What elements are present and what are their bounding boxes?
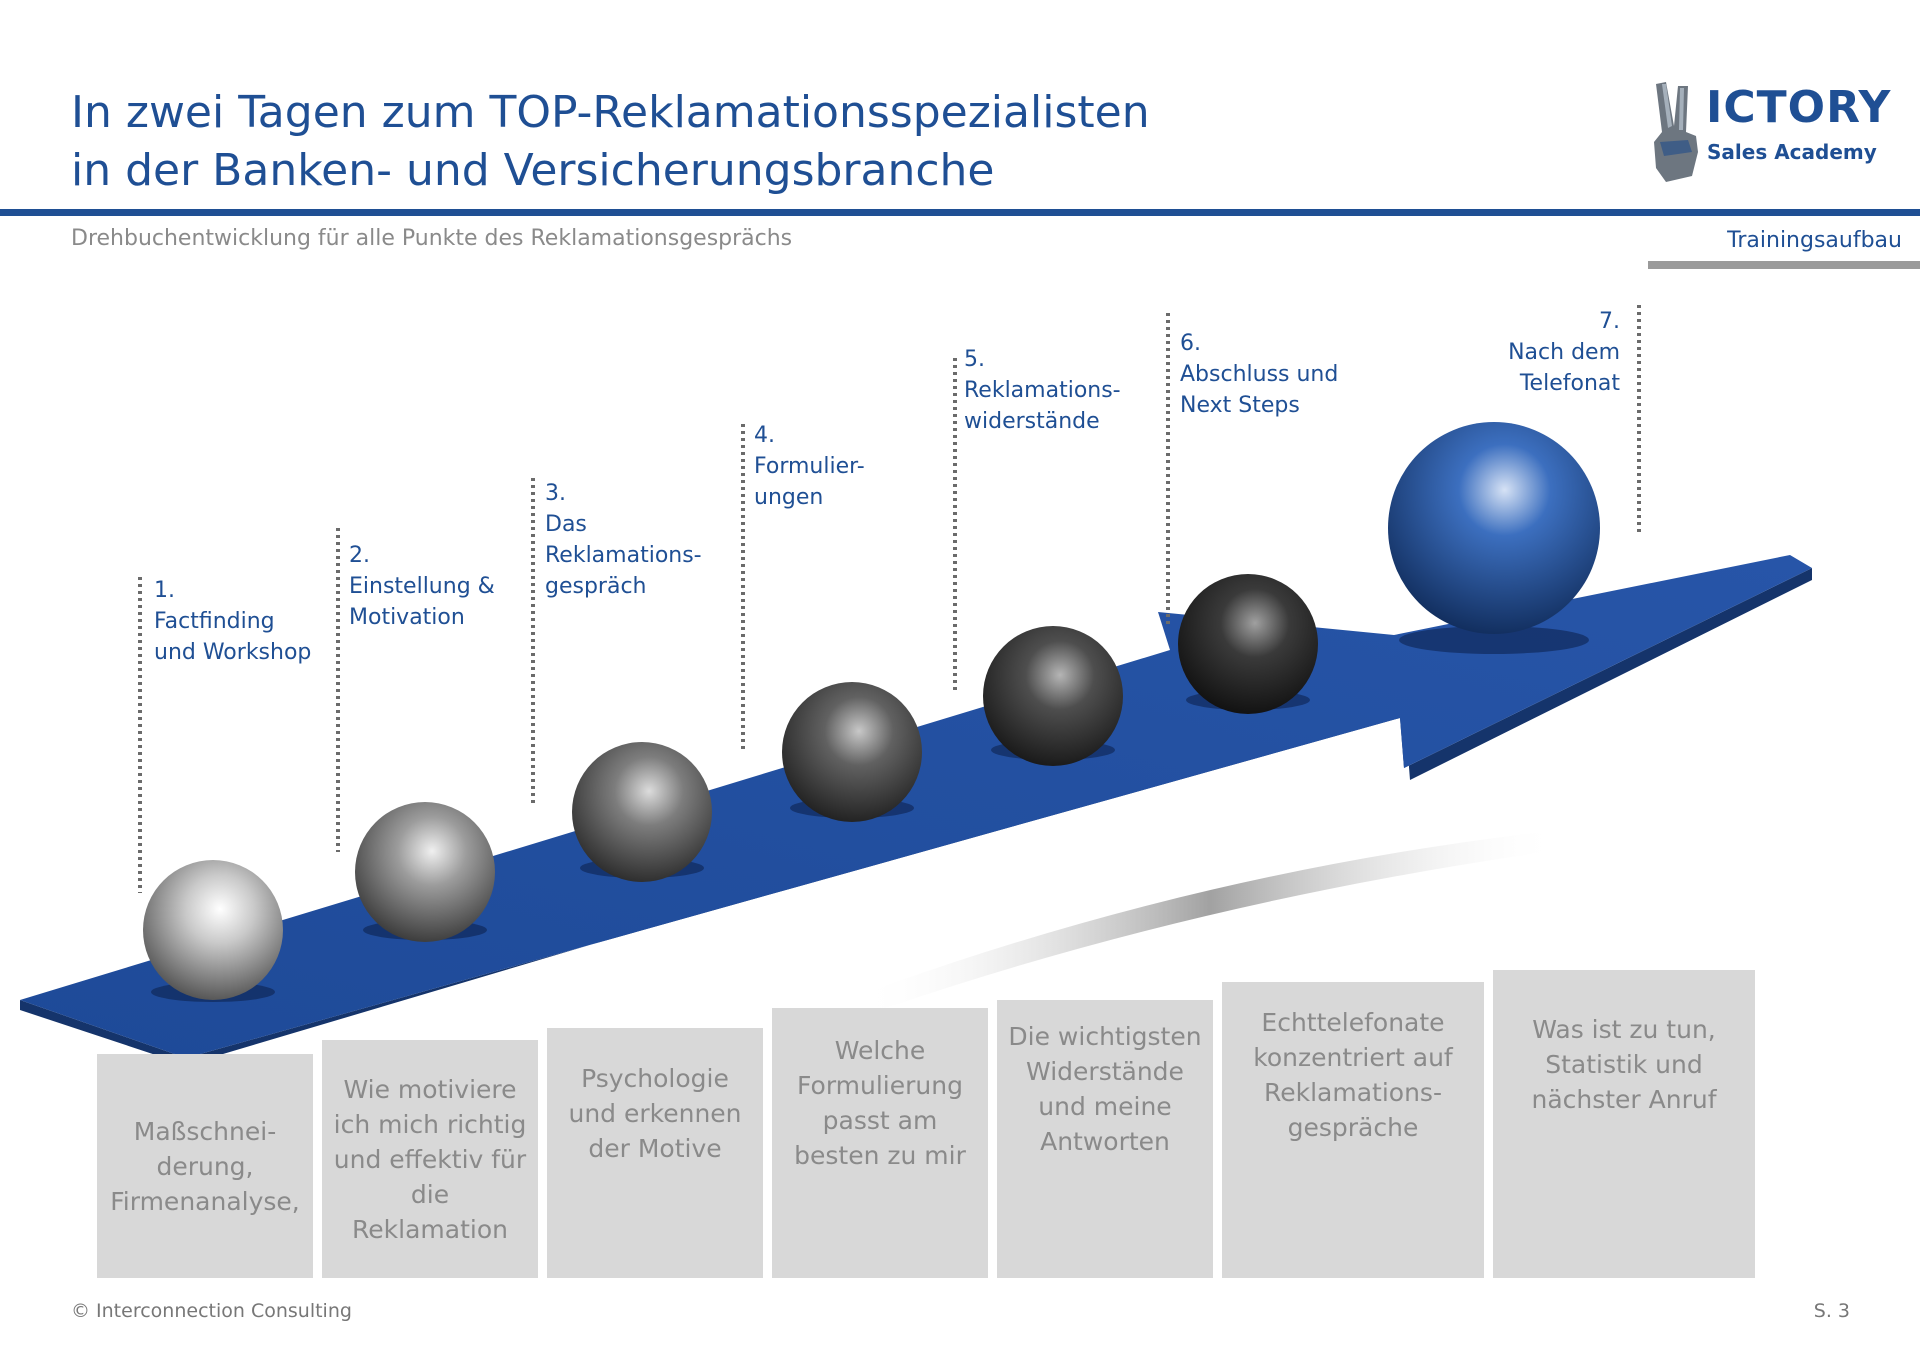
sphere-step-1	[143, 860, 283, 1000]
step-label-line: Abschluss und	[1180, 362, 1339, 387]
step-label-1: 1. Factfinding und Workshop	[154, 575, 311, 668]
victory-hand-icon	[1654, 82, 1698, 182]
step-label-7: 7. Nach dem Telefonat	[1480, 306, 1620, 399]
description-line: Die wichtigsten	[1008, 1022, 1202, 1051]
page-title: In zwei Tagen zum TOP-Reklamationsspezia…	[71, 84, 1150, 200]
step-label-line: Telefonat	[1519, 371, 1620, 396]
step-label-line: Reklamations-	[964, 378, 1121, 403]
sphere-step-3	[572, 742, 712, 882]
step-label-line: Das	[545, 512, 587, 537]
description-line: Echttelefonate	[1261, 1008, 1445, 1037]
step-label-6: 6. Abschluss und Next Steps	[1180, 328, 1338, 421]
step-label-line: gespräch	[545, 574, 647, 599]
footer-copyright: © Interconnection Consulting	[71, 1300, 352, 1322]
step-label-4: 4. Formulier- ungen	[754, 420, 865, 513]
step-label-line: widerstände	[964, 409, 1100, 434]
step-label-line: Motivation	[349, 605, 465, 630]
step-label-line: ungen	[754, 485, 824, 510]
description-line: Psychologie	[581, 1063, 729, 1093]
step-number: 7.	[1599, 309, 1620, 334]
step-label-line: und Workshop	[154, 640, 312, 665]
description-line: ich mich richtig	[333, 1109, 527, 1139]
step-description-2: Wie motiviere ich mich richtig und effek…	[322, 1040, 538, 1278]
step-number: 4.	[754, 423, 775, 448]
step-label-line: Formulier-	[754, 454, 865, 479]
step-label-line: Next Steps	[1180, 393, 1300, 418]
step-description-3: Psychologie und erkennen der Motive	[547, 1028, 763, 1278]
sphere-step-4	[782, 682, 922, 822]
page-number: S. 3	[1813, 1300, 1850, 1322]
sphere-step-6	[1178, 574, 1318, 714]
step-label-line: Factfinding	[154, 609, 275, 634]
sphere-step-7	[1388, 422, 1600, 634]
step-label-2: 2. Einstellung & Motivation	[349, 540, 495, 633]
sphere-step-2	[355, 802, 495, 942]
sphere-shadow-7	[1399, 626, 1589, 654]
logo-wordmark-rest: ICTORY	[1706, 82, 1892, 133]
description-line: Maßschnei-	[133, 1116, 277, 1146]
section-underline	[1648, 261, 1920, 269]
description-line: Was ist zu tun,	[1532, 1014, 1716, 1044]
description-line: Widerstände	[1026, 1057, 1184, 1086]
title-line-1: In zwei Tagen zum TOP-Reklamationsspezia…	[71, 87, 1150, 138]
step-number: 3.	[545, 481, 566, 506]
description-line: Welche	[834, 1036, 926, 1065]
description-line: nächster Anruf	[1531, 1084, 1717, 1114]
section-label: Trainingsaufbau	[1727, 228, 1902, 253]
description-line: der Motive	[588, 1133, 722, 1163]
step-label-line: Einstellung &	[349, 574, 495, 599]
description-line: konzentriert auf	[1253, 1043, 1453, 1072]
description-line: Statistik und	[1545, 1049, 1703, 1079]
description-line: und erkennen	[568, 1098, 742, 1128]
step-number: 1.	[154, 578, 175, 603]
step-label-line: Nach dem	[1508, 340, 1620, 365]
description-line: und meine	[1038, 1092, 1172, 1121]
step-description-1: Maßschnei- derung, Firmenanalyse,	[97, 1054, 313, 1278]
description-line: besten zu mir	[794, 1141, 966, 1170]
step-description-5: Die wichtigsten Widerstände und meine An…	[997, 1000, 1213, 1278]
description-line: Antworten	[1040, 1127, 1170, 1156]
description-line: Formulierung	[797, 1071, 963, 1100]
arrow-shadow	[860, 830, 1560, 1010]
step-number: 2.	[349, 543, 370, 568]
step-description-7: Was ist zu tun, Statistik und nächster A…	[1493, 970, 1755, 1278]
step-label-5: 5. Reklamations- widerstände	[964, 344, 1121, 437]
title-line-2: in der Banken- und Versicherungsbranche	[71, 145, 995, 196]
description-line: die	[410, 1179, 450, 1209]
step-label-3: 3. Das Reklamations- gespräch	[545, 478, 702, 602]
logo-subtitle: Sales Academy	[1707, 140, 1877, 164]
step-number: 6.	[1180, 331, 1201, 356]
description-line: derung,	[156, 1151, 254, 1181]
step-label-line: Reklamations-	[545, 543, 702, 568]
step-number: 5.	[964, 347, 985, 372]
description-line: passt am	[822, 1106, 938, 1135]
logo-wordmark: VICTORY	[1706, 82, 1891, 133]
description-line: Firmenanalyse,	[110, 1186, 300, 1216]
description-line: Reklamations-	[1264, 1078, 1442, 1107]
description-line: gespräche	[1287, 1113, 1419, 1142]
description-line: und effektiv für	[333, 1144, 527, 1174]
step-description-4: Welche Formulierung passt am besten zu m…	[772, 1008, 988, 1278]
description-line: Wie motiviere	[343, 1074, 517, 1104]
header-divider	[0, 209, 1920, 216]
sphere-step-5	[983, 626, 1123, 766]
page-subtitle: Drehbuchentwicklung für alle Punkte des …	[71, 226, 793, 251]
description-line: Reklamation	[352, 1214, 508, 1244]
step-description-6: Echttelefonate konzentriert auf Reklamat…	[1222, 982, 1484, 1278]
